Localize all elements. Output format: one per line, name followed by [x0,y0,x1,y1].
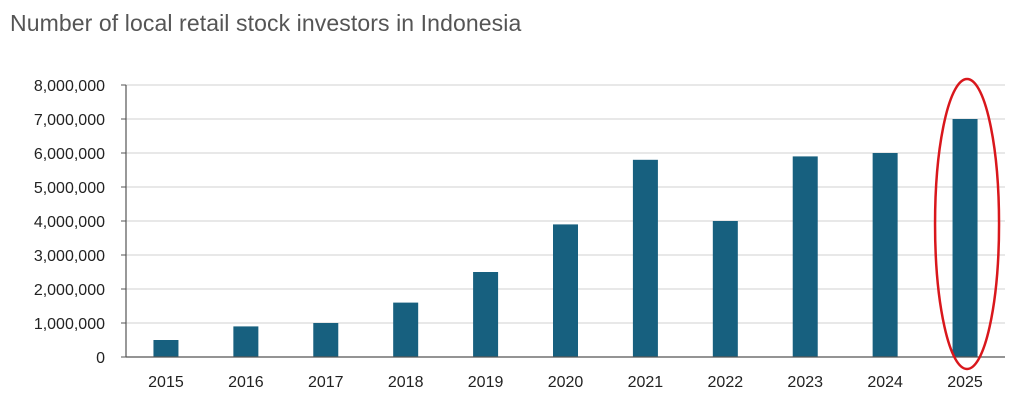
bar-2025 [952,119,978,357]
bar-2015 [153,340,179,357]
bar-2016 [233,326,259,357]
bar-2017 [313,323,339,357]
bar-2022 [712,221,738,357]
bar-2024 [872,153,898,357]
y-tick-label: 1,000,000 [34,316,105,333]
x-tick-label: 2022 [708,374,744,391]
x-tick-label: 2019 [468,374,504,391]
x-tick-label: 2017 [308,374,344,391]
y-tick-label: 2,000,000 [34,282,105,299]
bar-2021 [632,159,658,357]
x-axis-ticks: 2015 2016 2017 2018 2019 2020 2021 2022 2023 2024… [148,374,983,391]
bars [153,119,978,357]
x-tick-label: 2021 [628,374,664,391]
y-tick-label: 0 [96,350,105,367]
x-tick-label: 2023 [787,374,823,391]
y-tick-label: 5,000,000 [34,180,105,197]
bar-2019 [473,272,499,357]
x-tick-label: 2024 [867,374,903,391]
y-tick-label: 4,000,000 [34,214,105,231]
y-tick-label: 8,000,000 [34,78,105,95]
chart-title: Number of local retail stock investors i… [10,10,522,36]
bar-2020 [553,224,578,357]
y-tick-label: 3,000,000 [34,248,105,265]
y-tick-label: 7,000,000 [34,112,105,129]
x-tick-label: 2018 [388,374,424,391]
y-tick-label: 6,000,000 [34,146,105,163]
x-tick-label: 2025 [947,374,983,391]
bar-2018 [393,302,419,357]
x-tick-label: 2015 [148,374,184,391]
x-tick-label: 2016 [228,374,264,391]
bar-2023 [792,156,818,357]
x-tick-label: 2020 [548,374,584,391]
highlight-ellipse [933,77,1001,371]
y-axis-ticks: 0 1,000,000 2,000,000 3,000,000 4,000,000 5,0… [34,78,126,367]
